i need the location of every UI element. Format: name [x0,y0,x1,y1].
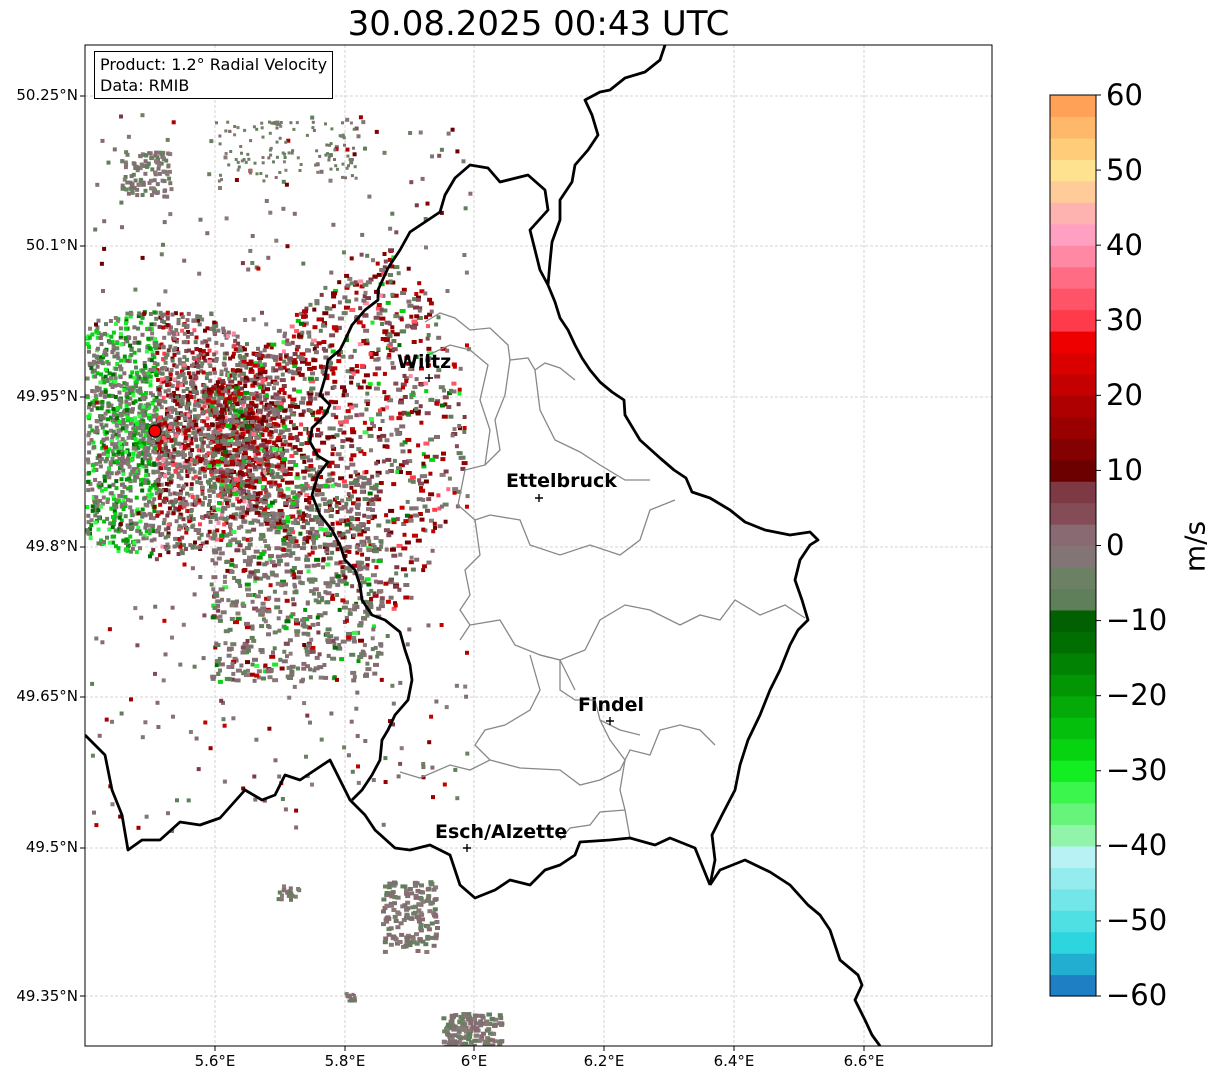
lon-tick-label: 5.6°E [194,1052,236,1070]
colorbar-segment [1050,545,1096,568]
colorbar-segment [1050,373,1096,396]
colorbar-segment [1050,266,1096,289]
colorbar-segment [1050,845,1096,868]
colorbar-segment [1050,116,1096,139]
colorbar-unit-label: m/s [1178,520,1207,573]
colorbar-segment [1050,395,1096,418]
colorbar-segment [1050,524,1096,547]
colorbar-tick-label: −60 [1106,978,1168,1012]
colorbar-segment [1050,481,1096,504]
colorbar-segment [1050,824,1096,847]
map-title: 30.08.2025 00:43 UTC [347,4,730,44]
lat-tick-label: 49.8°N [25,537,78,555]
colorbar-segment [1050,867,1096,890]
colorbar-segment [1050,95,1096,118]
national-borders [85,45,882,1046]
colorbar-tick-label: −20 [1106,678,1168,712]
colorbar-tick-label: 40 [1106,228,1143,262]
canton-borders [399,312,806,841]
colorbar-tick-label: 20 [1106,378,1143,412]
colorbar-tick-label: −50 [1106,903,1168,937]
colorbar-segment [1050,609,1096,632]
product-info-box: Product: 1.2° Radial Velocity Data: RMIB [94,51,334,99]
colorbar-segment [1050,695,1096,718]
colorbar-segment [1050,953,1096,976]
colorbar-tick-label: −40 [1106,828,1168,862]
colorbar-segment [1050,802,1096,825]
colorbar-segment [1050,717,1096,740]
colorbar-segment [1050,566,1096,589]
lat-tick-label: 49.35°N [16,987,78,1005]
colorbar-segment [1050,910,1096,933]
city-label-esch: Esch/Alzette [435,821,568,843]
colorbar-segment [1050,588,1096,611]
city-marker-esch [463,844,471,852]
lon-tick-label: 5.8°E [324,1052,366,1070]
colorbar-segment [1050,159,1096,182]
lat-tick-label: 49.95°N [16,387,78,405]
radar-echoes [85,113,505,1046]
radar-site-marker [148,424,162,438]
colorbar [1050,95,1096,997]
colorbar-segment [1050,137,1096,160]
colorbar-segment [1050,180,1096,203]
product-label: Product: 1.2° Radial Velocity [100,55,328,74]
lon-tick-label: 6.4°E [713,1052,755,1070]
y-tickmarks [80,95,85,997]
city-marker-ettelbruck [535,494,543,502]
colorbar-tick-label: 60 [1106,78,1143,112]
colorbar-segment [1050,245,1096,268]
colorbar-segment [1050,459,1096,482]
colorbar-segment [1050,352,1096,375]
lon-tick-label: 6.2°E [583,1052,625,1070]
colorbar-tick-label: −30 [1106,753,1168,787]
colorbar-segment [1050,674,1096,697]
colorbar-tick-label: −10 [1106,603,1168,637]
colorbar-segment [1050,330,1096,354]
colorbar-segment [1050,781,1096,804]
colorbar-segment [1050,288,1096,311]
colorbar-segment [1050,416,1096,439]
colorbar-segment [1050,502,1096,525]
lat-tick-label: 50.1°N [25,236,78,254]
colorbar-segment [1050,438,1096,461]
city-label-wiltz: Wiltz [397,351,452,373]
lat-tick-label: 49.5°N [25,838,78,856]
lat-tick-label: 50.25°N [16,86,78,104]
colorbar-segment [1050,309,1096,332]
lat-tick-label: 49.65°N [16,687,78,705]
lon-tick-label: 6.6°E [843,1052,885,1070]
lon-tick-label: 6°E [460,1052,488,1070]
colorbar-tickmarks [1096,94,1101,997]
x-tickmarks [214,1046,865,1051]
map-frame [84,44,993,1047]
colorbar-segment [1050,652,1096,675]
colorbar-segment [1050,888,1096,911]
colorbar-tick-label: 10 [1106,453,1143,487]
city-label-ettelbruck: Ettelbruck [506,470,617,492]
colorbar-segment [1050,738,1096,761]
data-source-label: Data: RMIB [100,76,190,95]
colorbar-segment [1050,631,1096,654]
colorbar-tick-label: 30 [1106,303,1143,337]
colorbar-segment [1050,223,1096,246]
colorbar-segment [1050,974,1096,997]
colorbar-segment [1050,760,1096,783]
colorbar-tick-label: 0 [1106,528,1125,562]
city-label-findel: Findel [578,694,645,716]
city-marker-findel [606,717,614,725]
colorbar-tick-label: 50 [1106,153,1143,187]
colorbar-segment [1050,931,1096,954]
map-background [85,45,992,1046]
city-markers [425,374,614,852]
colorbar-segment [1050,202,1096,225]
city-marker-wiltz [425,374,433,382]
